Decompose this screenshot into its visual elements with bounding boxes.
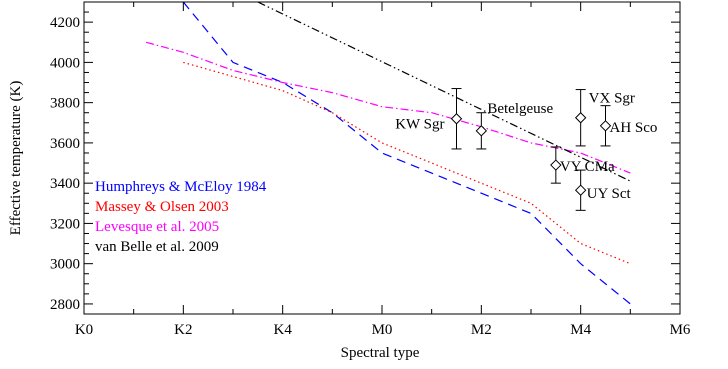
plot-content <box>145 2 631 305</box>
star-label: AH Sco <box>610 120 658 136</box>
star-label: UY Sct <box>587 186 632 202</box>
star-marker <box>574 112 587 124</box>
legend-entry: van Belle et al. 2009 <box>95 239 219 255</box>
y-tick-label: 3800 <box>50 96 80 112</box>
series-line-3 <box>145 41 631 174</box>
x-tick-label: K0 <box>75 322 93 338</box>
star-marker <box>574 184 587 196</box>
x-tick-label: K2 <box>174 322 192 338</box>
y-tick-label: 2800 <box>50 297 80 313</box>
star-label: VY CMa <box>560 159 615 175</box>
star-label: KW Sgr <box>395 117 444 133</box>
x-tick-label: M4 <box>570 322 591 338</box>
y-tick-label: 4000 <box>50 55 80 71</box>
star-marker <box>475 125 488 137</box>
x-tick-label: M0 <box>372 322 393 338</box>
star-label: Betelgeuse <box>487 101 553 117</box>
y-tick-label: 3200 <box>50 216 80 232</box>
legend-entry: Levesque et al. 2005 <box>95 219 219 235</box>
series-line-4 <box>257 2 631 182</box>
series-line-2 <box>183 61 631 265</box>
y-tick-label: 3600 <box>50 136 80 152</box>
star-markers: KW Sgr Betelgeuse VX Sgr AH Sco VY CMa UY Sct <box>395 88 658 211</box>
star-marker <box>550 159 562 171</box>
y-axis-label: Effective temperature (K) <box>8 81 24 236</box>
x-tick-label: M6 <box>670 322 691 338</box>
y-tick-label: 4200 <box>50 15 80 31</box>
star-marker <box>450 113 463 125</box>
x-tick-label: K4 <box>273 322 292 338</box>
legend-entry: Humphreys & McEloy 1984 <box>95 179 267 195</box>
legend: Humphreys & McEloy 1984 Massey & Olsen 20… <box>95 179 267 255</box>
y-tick-label: 3000 <box>50 257 80 273</box>
x-axis-ticks: K0 K2 K4 M0 M2 M4 M6 <box>75 2 691 338</box>
series-line-1 <box>182 2 631 305</box>
x-tick-label: M2 <box>471 322 492 338</box>
plot-axes <box>83 1 681 315</box>
legend-entry: Massey & Olsen 2003 <box>95 199 229 215</box>
star-label: VX Sgr <box>589 91 635 107</box>
x-axis-label: Spectral type <box>341 345 420 361</box>
star-marker <box>599 120 612 132</box>
plot-frame <box>83 1 681 315</box>
y-tick-label: 3400 <box>50 176 80 192</box>
y-axis-ticks: 2800 3000 3200 3400 3600 3800 4000 4200 <box>50 1 680 315</box>
